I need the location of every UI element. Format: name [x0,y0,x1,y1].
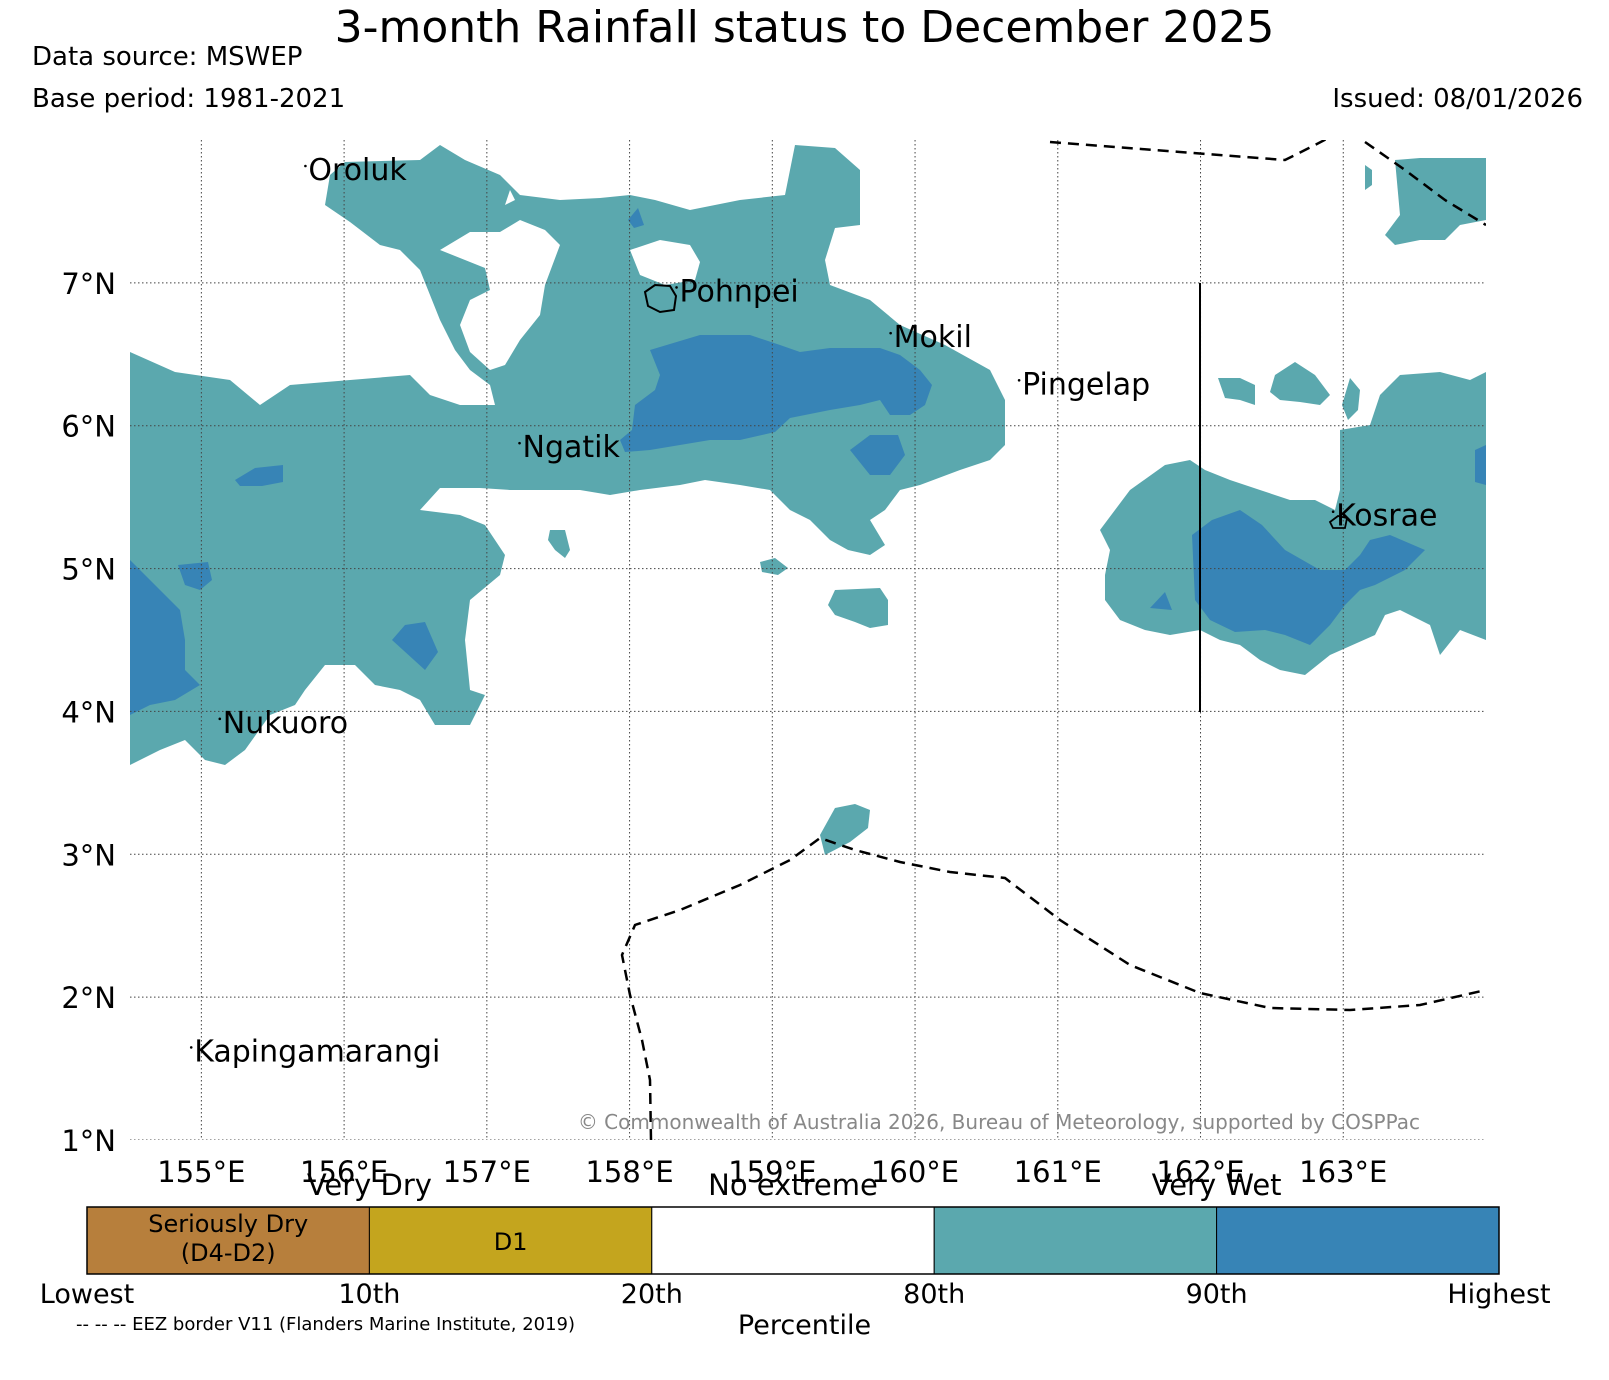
x-tick-label: 160°E [871,1155,959,1189]
kosrae-very-wet-region [1192,510,1425,645]
small-very-wet-1 [235,465,283,486]
pohnpei-very-wet-region [620,335,932,452]
eez-borders [620,140,1486,1140]
place-mokil: Mokil [889,320,972,355]
colorbar-tick-label: 80th [903,1279,965,1310]
colorbar-tick-label: Lowest [40,1279,134,1310]
place-labels: Oroluk Pohnpei Mokil Pingelap Ngatik Kosrae Nu… [189,153,1437,1069]
small-very-wet-5 [628,208,644,228]
x-tick-label: 157°E [443,1155,531,1189]
place-kosrae: Kosrae [1331,499,1437,534]
x-tick-label: 156°E [300,1155,388,1189]
y-tick-label: 1°N [61,1124,116,1158]
x-tick-label: 155°E [157,1155,245,1189]
place-ngatik: Ngatik [518,430,620,465]
colorbar-segment [651,1206,935,1275]
x-tick-label: 162°E [1156,1155,1244,1189]
colorbar-segment-label: (D4-D2) [181,1239,276,1267]
small-very-wet-4 [1475,445,1486,485]
small-wet-island-5 [548,530,570,558]
x-axis-tick-labels: 155°E 156°E 157°E 158°E 159°E 160°E 161°E 162°E… [157,1155,1387,1189]
eez-border-north [1049,140,1328,162]
colorbar-tick-label: 10th [338,1279,400,1310]
place-marker [189,1046,193,1049]
map-title: 3-month Rainfall status to December 2025 [334,2,1275,53]
west-central-wet-region [130,145,1005,765]
place-nukuoro: Nukuoro [218,706,348,741]
place-label: Kosrae [1336,499,1437,534]
place-marker [1331,510,1335,514]
y-tick-label: 6°N [61,410,116,444]
place-label: Ngatik [523,430,621,465]
colorbar-segment-label: D1 [494,1228,528,1256]
colorbar-segment [1216,1206,1500,1275]
colorbar-group-label: Very Wet [1152,1168,1282,1202]
colorbar-group-label: Very Dry [307,1168,432,1202]
place-marker [304,164,307,168]
colorbar-frame [86,1206,1500,1275]
place-marker [675,286,678,289]
copyright-text: © Commonwealth of Australia 2026, Bureau… [578,1110,1420,1134]
central-very-wet-blob [850,435,905,475]
data-source-label: Data source: MSWEP [32,42,303,72]
small-very-wet-3 [1150,592,1172,610]
ne-wet-region [1385,158,1486,245]
gridlines [130,140,1486,1140]
eez-border-note: -- -- -- EEZ border V11 (Flanders Marine… [76,1314,576,1335]
place-marker [218,717,222,721]
place-oroluk: Oroluk [304,153,407,188]
small-wet-island-3 [1342,378,1360,420]
very-wet-80-90-regions [130,145,1486,855]
small-wet-island-6 [760,558,788,575]
issued-date-label: Issued: 08/01/2026 [1332,84,1583,114]
place-label: Pohnpei [680,274,799,309]
colorbar-axis-label: Percentile [737,1310,872,1341]
very-wet-90-highest-regions [130,208,1486,715]
y-tick-label: 5°N [61,553,116,587]
y-tick-label: 7°N [61,267,116,301]
small-wet-island-2 [1270,362,1330,405]
x-tick-label: 158°E [585,1155,673,1189]
colorbar-segment-label: Seriously Dry [148,1210,308,1238]
place-label: Nukuoro [223,706,348,741]
sw-very-wet-region [130,560,200,715]
plot-area [130,140,1486,1140]
place-pingelap: Pingelap [1017,367,1150,402]
colorbar-tick-label: 20th [621,1279,683,1310]
y-tick-label: 2°N [61,981,116,1015]
base-period-label: Base period: 1981-2021 [32,84,346,114]
colorbar-segment [933,1206,1218,1275]
kosrae-island-outline [1328,515,1349,529]
small-wet-island-7 [828,588,888,628]
place-marker [518,441,521,445]
place-label: Mokil [894,320,972,355]
colorbar-tick-label: 90th [1186,1279,1248,1310]
place-label: Pingelap [1022,367,1150,402]
y-tick-label: 4°N [61,695,116,729]
place-marker [1017,378,1021,382]
x-tick-label: 161°E [1014,1155,1102,1189]
x-tick-label: 159°E [728,1155,816,1189]
colorbar-segment [368,1206,653,1275]
y-axis-tick-labels: 7°N 6°N 5°N 4°N 3°N 2°N 1°N [61,267,116,1158]
colorbar-group-label: No extreme [708,1168,878,1202]
place-label: Kapingamarangi [194,1034,440,1069]
place-pohnpei: Pohnpei [675,274,799,309]
small-very-wet-2 [392,622,438,670]
x-tick-label: 163°E [1299,1155,1387,1189]
eez-border-south [620,836,1486,1140]
small-wet-island-1 [1218,378,1255,405]
colorbar-legend: Seriously Dry(D4-D2) D1 Lowest 10th 20th 80th… [40,1168,1551,1310]
colorbar-tick-label: Highest [1447,1279,1550,1310]
place-kapingamarangi: Kapingamarangi [189,1034,440,1069]
y-tick-label: 3°N [61,838,116,872]
pohnpei-island-outline [643,283,678,314]
eez-border-northeast [1364,140,1486,227]
small-wet-island-4 [1365,165,1372,190]
place-marker [889,331,892,335]
place-label: Oroluk [308,153,407,188]
no-extreme-holes [440,190,700,370]
